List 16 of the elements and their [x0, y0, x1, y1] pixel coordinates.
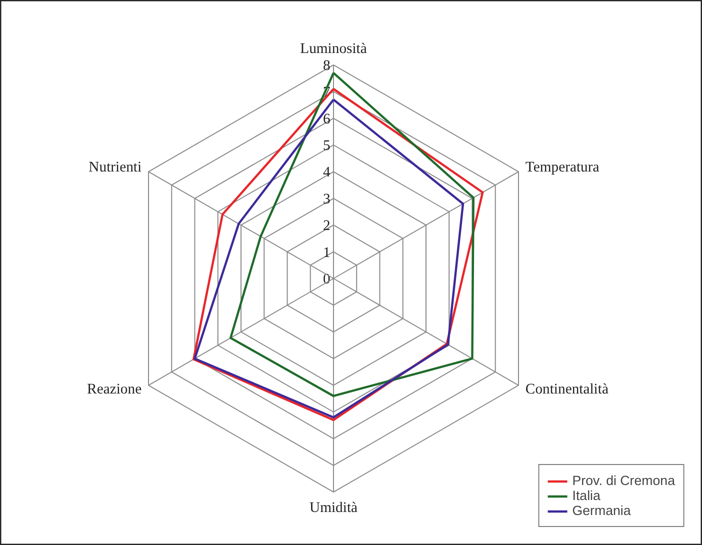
spoke-label: Temperatura [525, 160, 600, 176]
legend-label: Prov. di Cremona [572, 473, 675, 488]
y-tick-label: 8 [322, 58, 330, 74]
y-tick-label: 2 [322, 218, 330, 234]
y-tick-label: 3 [322, 191, 330, 208]
spoke-label: Reazione [87, 381, 142, 398]
spoke-label: Nutrienti [88, 160, 142, 176]
spoke-label: Luminosità [300, 40, 368, 57]
spoke-label: Umidità [309, 500, 358, 516]
y-tick-label: 6 [322, 111, 330, 128]
y-tick-label: 1 [322, 244, 330, 261]
legend-label: Italia [572, 488, 600, 503]
y-tick-label: 5 [322, 138, 330, 154]
legend-label: Germania [572, 503, 631, 518]
spoke-label: Continentalità [525, 381, 609, 398]
y-tick-label: 4 [322, 164, 331, 181]
